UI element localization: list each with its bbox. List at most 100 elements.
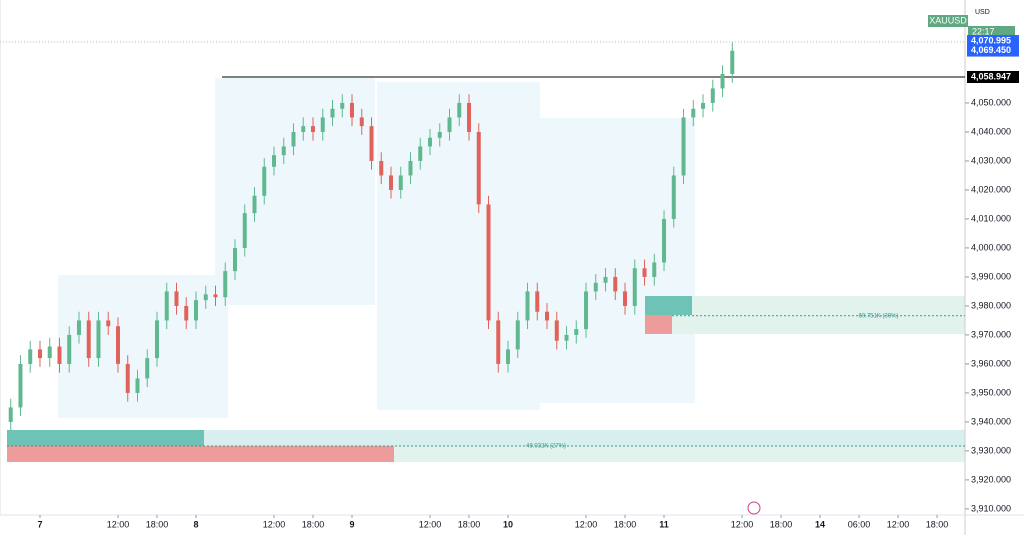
x-tick-label: 12:00 bbox=[575, 519, 598, 529]
candle-body bbox=[154, 320, 159, 359]
zone bbox=[7, 446, 394, 462]
candle-body bbox=[632, 268, 637, 306]
candle-body bbox=[623, 291, 628, 306]
candle-body bbox=[47, 346, 52, 359]
candle-body bbox=[262, 166, 267, 196]
x-tick-label: 18:00 bbox=[302, 519, 325, 529]
countdown: 22:17 bbox=[972, 26, 995, 36]
y-tick-label: 3,980.000 bbox=[971, 300, 1011, 310]
candle-body bbox=[467, 102, 472, 132]
y-tick-label: 3,950.000 bbox=[971, 387, 1011, 397]
candle-body bbox=[681, 117, 686, 176]
candle-body bbox=[203, 294, 208, 301]
candle-body bbox=[174, 291, 179, 306]
y-tick-label: 3,940.000 bbox=[971, 416, 1011, 426]
candle-body bbox=[574, 329, 579, 335]
x-tick-label: 14 bbox=[815, 519, 825, 529]
price-badge bbox=[967, 44, 1019, 57]
candle-body bbox=[369, 126, 374, 161]
y-tick-label: 3,970.000 bbox=[971, 329, 1011, 339]
candle-body bbox=[86, 320, 91, 359]
y-tick-label: 4,050.000 bbox=[971, 97, 1011, 107]
candle-body bbox=[320, 117, 325, 132]
symbol-badge bbox=[928, 15, 968, 27]
candle-body bbox=[564, 334, 569, 341]
x-tick-label: 11 bbox=[659, 519, 669, 529]
x-tick-label: 18:00 bbox=[770, 519, 793, 529]
x-tick-label: 18:00 bbox=[146, 519, 169, 529]
candle-body bbox=[281, 146, 286, 156]
candle-body bbox=[359, 117, 364, 127]
candle-body bbox=[350, 102, 355, 118]
candle-body bbox=[447, 117, 452, 132]
candle-body bbox=[106, 320, 111, 327]
candle-body bbox=[164, 291, 169, 321]
y-tick-label: 4,040.000 bbox=[971, 126, 1011, 136]
candle-body bbox=[730, 50, 735, 74]
candle-body bbox=[330, 108, 335, 118]
candle-body bbox=[340, 102, 345, 109]
candle-body bbox=[408, 160, 413, 176]
candle-body bbox=[671, 175, 676, 219]
candle-body bbox=[545, 311, 550, 321]
candle-body bbox=[184, 305, 189, 321]
candle-body bbox=[652, 262, 657, 277]
candle-body bbox=[691, 108, 696, 118]
candle-body bbox=[398, 175, 403, 190]
candle-body bbox=[710, 88, 715, 103]
y-tick-label: 3,930.000 bbox=[971, 445, 1011, 455]
candle-body bbox=[486, 204, 491, 321]
candle-body bbox=[389, 175, 394, 190]
candle-body bbox=[135, 378, 140, 393]
x-tick-label: 10 bbox=[503, 519, 513, 529]
candle-body bbox=[8, 407, 13, 422]
candle-body bbox=[310, 126, 315, 132]
candle-body bbox=[37, 349, 42, 359]
session-box bbox=[377, 82, 540, 410]
price-label: 4,058.947 bbox=[971, 71, 1011, 81]
y-tick-label: 3,920.000 bbox=[971, 474, 1011, 484]
x-tick-label: 12:00 bbox=[107, 519, 130, 529]
candle-body bbox=[701, 102, 706, 109]
candle-body bbox=[525, 291, 530, 321]
candle-body bbox=[437, 131, 442, 138]
candle-body bbox=[584, 291, 589, 330]
zone bbox=[645, 296, 692, 315]
candle-body bbox=[379, 160, 384, 176]
candle-body bbox=[76, 320, 81, 335]
y-tick-label: 4,000.000 bbox=[971, 242, 1011, 252]
candle-body bbox=[125, 363, 130, 393]
candle-body bbox=[554, 320, 559, 341]
annotation-label: 48.032K (27%) bbox=[526, 444, 566, 450]
price-label: 4,070.995 bbox=[971, 35, 1011, 45]
candle-body bbox=[213, 294, 218, 298]
candle-body bbox=[496, 320, 501, 364]
zone bbox=[645, 296, 965, 334]
y-tick-label: 4,020.000 bbox=[971, 184, 1011, 194]
price-label: 4,069.450 bbox=[971, 45, 1011, 55]
x-tick-label: 12:00 bbox=[263, 519, 286, 529]
candle-body bbox=[613, 276, 618, 292]
y-tick-label: 3,960.000 bbox=[971, 358, 1011, 368]
candle-body bbox=[18, 363, 23, 408]
annotation-label: 69.751K (39%) bbox=[858, 313, 898, 319]
candle-body bbox=[662, 218, 667, 263]
zone bbox=[7, 430, 965, 446]
x-tick-label: 12:00 bbox=[887, 519, 910, 529]
x-tick-label: 18:00 bbox=[614, 519, 637, 529]
session-box bbox=[215, 78, 375, 305]
y-tick-label: 3,910.000 bbox=[971, 503, 1011, 513]
currency: USD bbox=[975, 9, 990, 16]
symbol: XAUUSD bbox=[929, 15, 967, 25]
candle-body bbox=[457, 102, 462, 118]
candle-body bbox=[232, 247, 237, 272]
candle-body bbox=[252, 195, 257, 214]
candle-body bbox=[271, 155, 276, 167]
price-badge bbox=[967, 35, 1019, 48]
session-box bbox=[534, 118, 695, 403]
x-tick-label: 12:00 bbox=[419, 519, 442, 529]
y-tick-label: 4,010.000 bbox=[971, 213, 1011, 223]
x-tick-label: 06:00 bbox=[848, 519, 871, 529]
x-tick-label: 9 bbox=[349, 519, 354, 529]
icon[interactable] bbox=[747, 501, 761, 515]
